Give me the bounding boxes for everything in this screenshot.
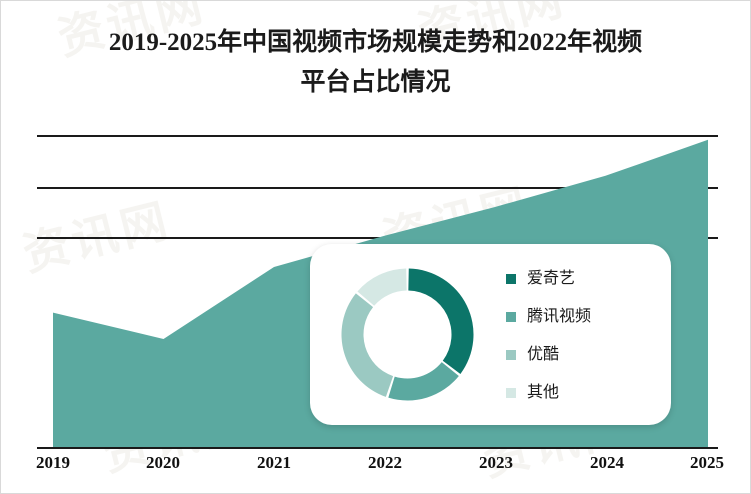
x-axis-line [37,447,718,449]
legend-item-label: 其他 [527,384,560,401]
legend-item-others: 其他 [506,380,656,406]
legend-item-youku: 优酷 [506,342,656,368]
watermark: 资讯网 [412,0,571,59]
donut-chart [341,268,474,401]
pie-chart-inset-card: 爱奇艺 腾讯视频 优酷 其他 [310,244,671,425]
x-tick-label: 2022 [368,453,402,472]
watermark: 资讯网 [52,0,211,65]
donut-segment [408,268,474,374]
legend-swatch-icon [506,350,516,360]
legend-item-iqiyi: 爱奇艺 [506,266,656,292]
legend-swatch-icon [506,388,516,398]
donut-segment [341,293,394,397]
chart-title: 2019-2025年中国视频市场规模走势和2022年视频 平台占比情况 [1,23,750,103]
legend-item-label: 腾讯视频 [527,308,592,325]
legend-item-label: 爱奇艺 [527,270,576,287]
legend-swatch-icon [506,312,516,322]
legend-swatch-icon [506,274,516,284]
x-tick-label: 2019 [36,453,70,472]
legend-item-tencent-video: 腾讯视频 [506,304,656,330]
chart-title-line-1: 2019-2025年中国视频市场规模走势和2022年视频 [108,29,643,56]
pie-legend: 爱奇艺 腾讯视频 优酷 其他 [506,266,656,406]
gridline-top [37,135,718,137]
chart-title-line-2: 平台占比情况 [300,69,451,96]
donut-segment [388,362,459,401]
gridline-middle [37,187,718,189]
x-tick-label: 2025 [690,453,724,472]
x-tick-label: 2020 [146,453,180,472]
donut-segment [357,268,407,306]
legend-item-label: 优酷 [527,346,560,363]
x-tick-label: 2021 [257,453,291,472]
x-tick-label: 2023 [479,453,513,472]
x-tick-label: 2024 [590,453,624,472]
x-axis-tick-labels: 2019 2020 2021 2022 2023 2024 2025 [36,453,724,479]
